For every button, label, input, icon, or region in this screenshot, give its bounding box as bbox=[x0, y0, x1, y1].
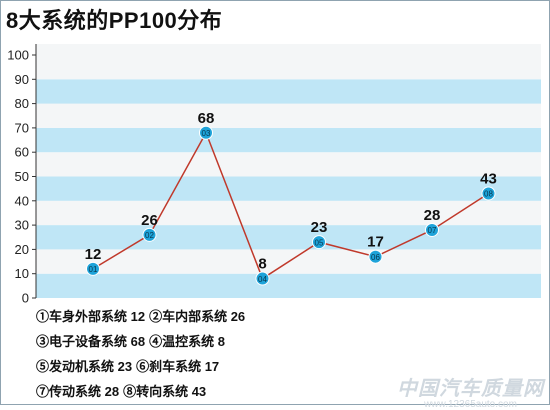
series-line bbox=[92, 130, 489, 280]
grid-band bbox=[36, 55, 541, 80]
chart-title: 8大系统的PP100分布 bbox=[6, 8, 223, 33]
data-value-label: 68 bbox=[198, 110, 215, 127]
data-value-label: 28 bbox=[424, 207, 441, 224]
grid-band bbox=[36, 79, 541, 104]
legend-row: ①车身外部系统 12 ②车内部系统 26 bbox=[36, 304, 249, 329]
grid-band bbox=[36, 44, 541, 55]
point-id-label: 06 bbox=[371, 253, 380, 262]
grid-band bbox=[36, 176, 541, 201]
y-tick-label: 40 bbox=[15, 193, 29, 208]
data-value-label: 23 bbox=[311, 219, 328, 236]
y-tick-label: 60 bbox=[15, 145, 29, 160]
y-tick-label: 80 bbox=[15, 96, 29, 111]
legend-item: ④温控系统 8 bbox=[149, 334, 225, 349]
data-point bbox=[481, 186, 496, 201]
data-point bbox=[142, 227, 157, 242]
grid-band bbox=[36, 225, 541, 250]
watermark: 中国汽车质量网 www.12365auto.com bbox=[397, 372, 544, 410]
point-id-label: 07 bbox=[428, 226, 437, 235]
legend-row: ⑤发动机系统 23 ⑥刹车系统 17 bbox=[36, 354, 249, 379]
grid-band bbox=[36, 152, 541, 177]
legend-row: ⑦传动系统 28 ⑧转向系统 43 bbox=[36, 379, 249, 404]
y-tick-label: 70 bbox=[15, 120, 29, 135]
data-value-label: 43 bbox=[480, 171, 497, 188]
point-id-label: 05 bbox=[315, 238, 324, 247]
data-value-label: 17 bbox=[367, 234, 384, 251]
legend-item: ③电子设备系统 68 bbox=[36, 334, 146, 349]
data-point bbox=[368, 249, 383, 264]
point-id-label: 08 bbox=[484, 190, 493, 199]
data-point bbox=[312, 235, 326, 250]
data-point bbox=[199, 125, 213, 140]
y-tick-label: 20 bbox=[15, 242, 29, 257]
grid-band bbox=[36, 103, 541, 128]
legend-item: ⑦传动系统 28 bbox=[36, 384, 120, 399]
grid-band bbox=[36, 200, 541, 226]
y-tick-label: 90 bbox=[15, 72, 29, 87]
point-id-label: 01 bbox=[89, 265, 98, 274]
data-point bbox=[255, 271, 270, 286]
watermark-name: 中国汽车质量网 bbox=[397, 378, 544, 400]
y-tick-label: 50 bbox=[15, 169, 29, 184]
data-value-label: 12 bbox=[85, 246, 102, 263]
y-tick-label: 0 bbox=[22, 291, 29, 306]
legend-item: ②车内部系统 26 bbox=[149, 309, 246, 324]
point-id-label: 04 bbox=[258, 275, 267, 284]
y-tick-label: 30 bbox=[15, 218, 29, 233]
grid-band bbox=[36, 127, 541, 153]
legend-item: ⑤发动机系统 23 bbox=[36, 359, 133, 374]
data-value-label: 26 bbox=[141, 212, 158, 229]
legend-row: ③电子设备系统 68 ④温控系统 8 bbox=[36, 329, 249, 354]
legend-item: ①车身外部系统 12 bbox=[36, 309, 146, 324]
data-point bbox=[425, 222, 439, 237]
y-tick-label: 10 bbox=[15, 266, 29, 281]
point-id-label: 03 bbox=[202, 129, 211, 138]
legend-item: ⑧转向系统 43 bbox=[123, 384, 207, 399]
data-value-label: 8 bbox=[258, 256, 266, 273]
y-tick-label: 100 bbox=[7, 48, 29, 63]
legend-item: ⑥刹车系统 17 bbox=[136, 359, 220, 374]
point-id-label: 02 bbox=[145, 231, 154, 240]
data-point bbox=[86, 261, 100, 276]
grid-band bbox=[36, 273, 541, 298]
legend: ①车身外部系统 12 ②车内部系统 26 ③电子设备系统 68 ④温控系统 8 ⑤发动机… bbox=[36, 304, 249, 404]
